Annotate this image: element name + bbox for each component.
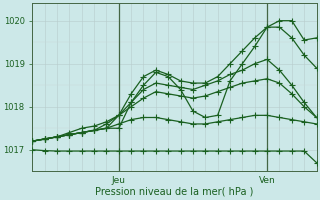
X-axis label: Pression niveau de la mer( hPa ): Pression niveau de la mer( hPa ) (95, 187, 253, 197)
